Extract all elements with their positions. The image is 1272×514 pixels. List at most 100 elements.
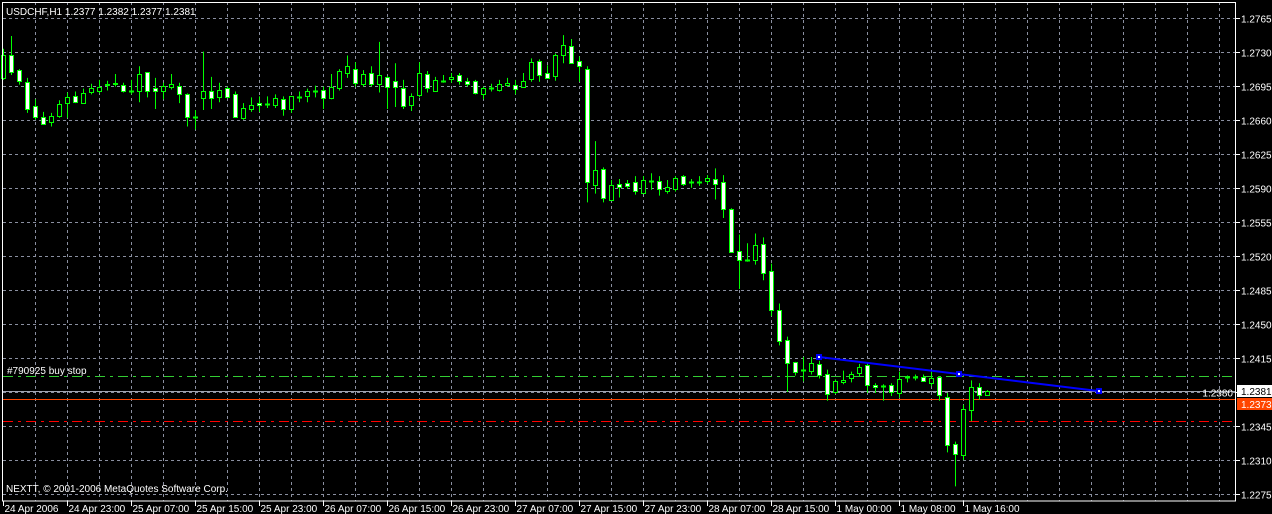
candle-body bbox=[505, 83, 510, 86]
candles bbox=[1, 35, 990, 487]
time-tick-label: 27 Apr 15:00 bbox=[581, 504, 638, 514]
candle-body bbox=[825, 374, 830, 395]
candle-body bbox=[961, 409, 966, 456]
candle-body bbox=[857, 367, 862, 374]
candle bbox=[537, 59, 542, 82]
candle-body bbox=[985, 391, 990, 396]
grid bbox=[3, 2, 1236, 501]
candle bbox=[625, 180, 630, 189]
bid-line-price-badge bbox=[1237, 385, 1272, 397]
candle-body bbox=[425, 74, 430, 89]
candle-body bbox=[977, 387, 982, 396]
candle bbox=[937, 377, 942, 401]
candle-body bbox=[329, 87, 334, 99]
candle bbox=[153, 77, 158, 109]
candle bbox=[657, 176, 662, 196]
candle bbox=[169, 73, 174, 90]
time-tick-label: 26 Apr 07:00 bbox=[325, 504, 382, 514]
candle bbox=[273, 94, 278, 109]
candle-body bbox=[145, 72, 150, 92]
candle bbox=[521, 73, 526, 88]
candle bbox=[289, 96, 294, 113]
candle-body bbox=[793, 362, 798, 373]
price-tick-label: 1.2310 bbox=[1241, 457, 1272, 468]
time-tick-label: 1 May 16:00 bbox=[965, 504, 1020, 514]
orange-line-price-badge bbox=[1237, 398, 1272, 410]
candle-body bbox=[513, 85, 518, 90]
candle bbox=[73, 91, 78, 104]
price-tick-label: 1.2520 bbox=[1241, 253, 1272, 264]
candle bbox=[745, 243, 750, 262]
candle-body bbox=[569, 46, 574, 64]
candle bbox=[225, 86, 230, 99]
candle bbox=[641, 176, 646, 194]
candle-body bbox=[497, 84, 502, 91]
candle bbox=[849, 371, 854, 383]
candle bbox=[433, 76, 438, 92]
candle bbox=[297, 91, 302, 103]
time-axis[interactable]: 24 Apr 2006 24 Apr 23:00 25 Apr 07:00 25 Ap… bbox=[3, 501, 1020, 514]
time-tick-label: 25 Apr 07:00 bbox=[133, 504, 190, 514]
candle bbox=[609, 180, 614, 201]
candle bbox=[569, 38, 574, 64]
candle bbox=[897, 371, 902, 398]
candle bbox=[449, 73, 454, 83]
candle bbox=[977, 383, 982, 400]
candle bbox=[513, 79, 518, 95]
candle-body bbox=[137, 74, 142, 92]
buy-stop-label: #790925 buy stop bbox=[7, 366, 87, 377]
candle-body bbox=[417, 73, 422, 96]
candle-body bbox=[393, 81, 398, 88]
candle-body bbox=[385, 77, 390, 88]
candle-body bbox=[473, 81, 478, 94]
candle bbox=[201, 51, 206, 110]
candle-body bbox=[865, 365, 870, 386]
candle bbox=[961, 404, 966, 461]
candle-body bbox=[153, 88, 158, 92]
candle-body bbox=[73, 96, 78, 103]
price-tick-label: 1.2345 bbox=[1241, 423, 1272, 434]
candle-body bbox=[873, 385, 878, 388]
candle-body bbox=[809, 363, 814, 372]
time-tick-label: 28 Apr 15:00 bbox=[773, 504, 830, 514]
candle-body bbox=[305, 91, 310, 97]
candle-body bbox=[817, 364, 822, 376]
candle-body bbox=[281, 99, 286, 110]
candle-body bbox=[185, 94, 190, 118]
candle bbox=[193, 109, 198, 130]
candle-body bbox=[713, 179, 718, 185]
candle-body bbox=[721, 182, 726, 210]
candle bbox=[553, 53, 558, 81]
bid-line-price-label: 1.2381 bbox=[1241, 387, 1272, 398]
candle-body bbox=[233, 94, 238, 118]
candle-body bbox=[457, 75, 462, 82]
price-axis[interactable]: 1.2381 1.2373 1.2765 1.2730 1.2695 1.2660 1.26… bbox=[1202, 15, 1272, 502]
candle-body bbox=[681, 176, 686, 185]
candle-body bbox=[81, 93, 86, 104]
trendline-group[interactable] bbox=[816, 354, 1102, 395]
candle-body bbox=[529, 62, 534, 80]
candle-body bbox=[289, 96, 294, 110]
candle-body bbox=[769, 271, 774, 311]
candle-body bbox=[777, 310, 782, 342]
candle bbox=[113, 73, 118, 87]
candle bbox=[841, 370, 846, 385]
candle bbox=[121, 82, 126, 93]
time-tick-label: 24 Apr 23:00 bbox=[69, 504, 126, 514]
candle bbox=[185, 93, 190, 127]
candle-body bbox=[921, 377, 926, 382]
candle-body bbox=[729, 209, 734, 253]
candle-body bbox=[465, 81, 470, 85]
candle-body bbox=[481, 88, 486, 95]
candle bbox=[561, 35, 566, 64]
candle-body bbox=[257, 103, 262, 106]
candle-body bbox=[929, 378, 934, 384]
candle bbox=[545, 65, 550, 79]
time-tick-label: 24 Apr 2006 bbox=[5, 504, 59, 514]
candle-body bbox=[65, 97, 70, 104]
candle bbox=[969, 380, 974, 422]
candle bbox=[705, 175, 710, 184]
candle-body bbox=[9, 55, 14, 73]
candle bbox=[281, 96, 286, 116]
